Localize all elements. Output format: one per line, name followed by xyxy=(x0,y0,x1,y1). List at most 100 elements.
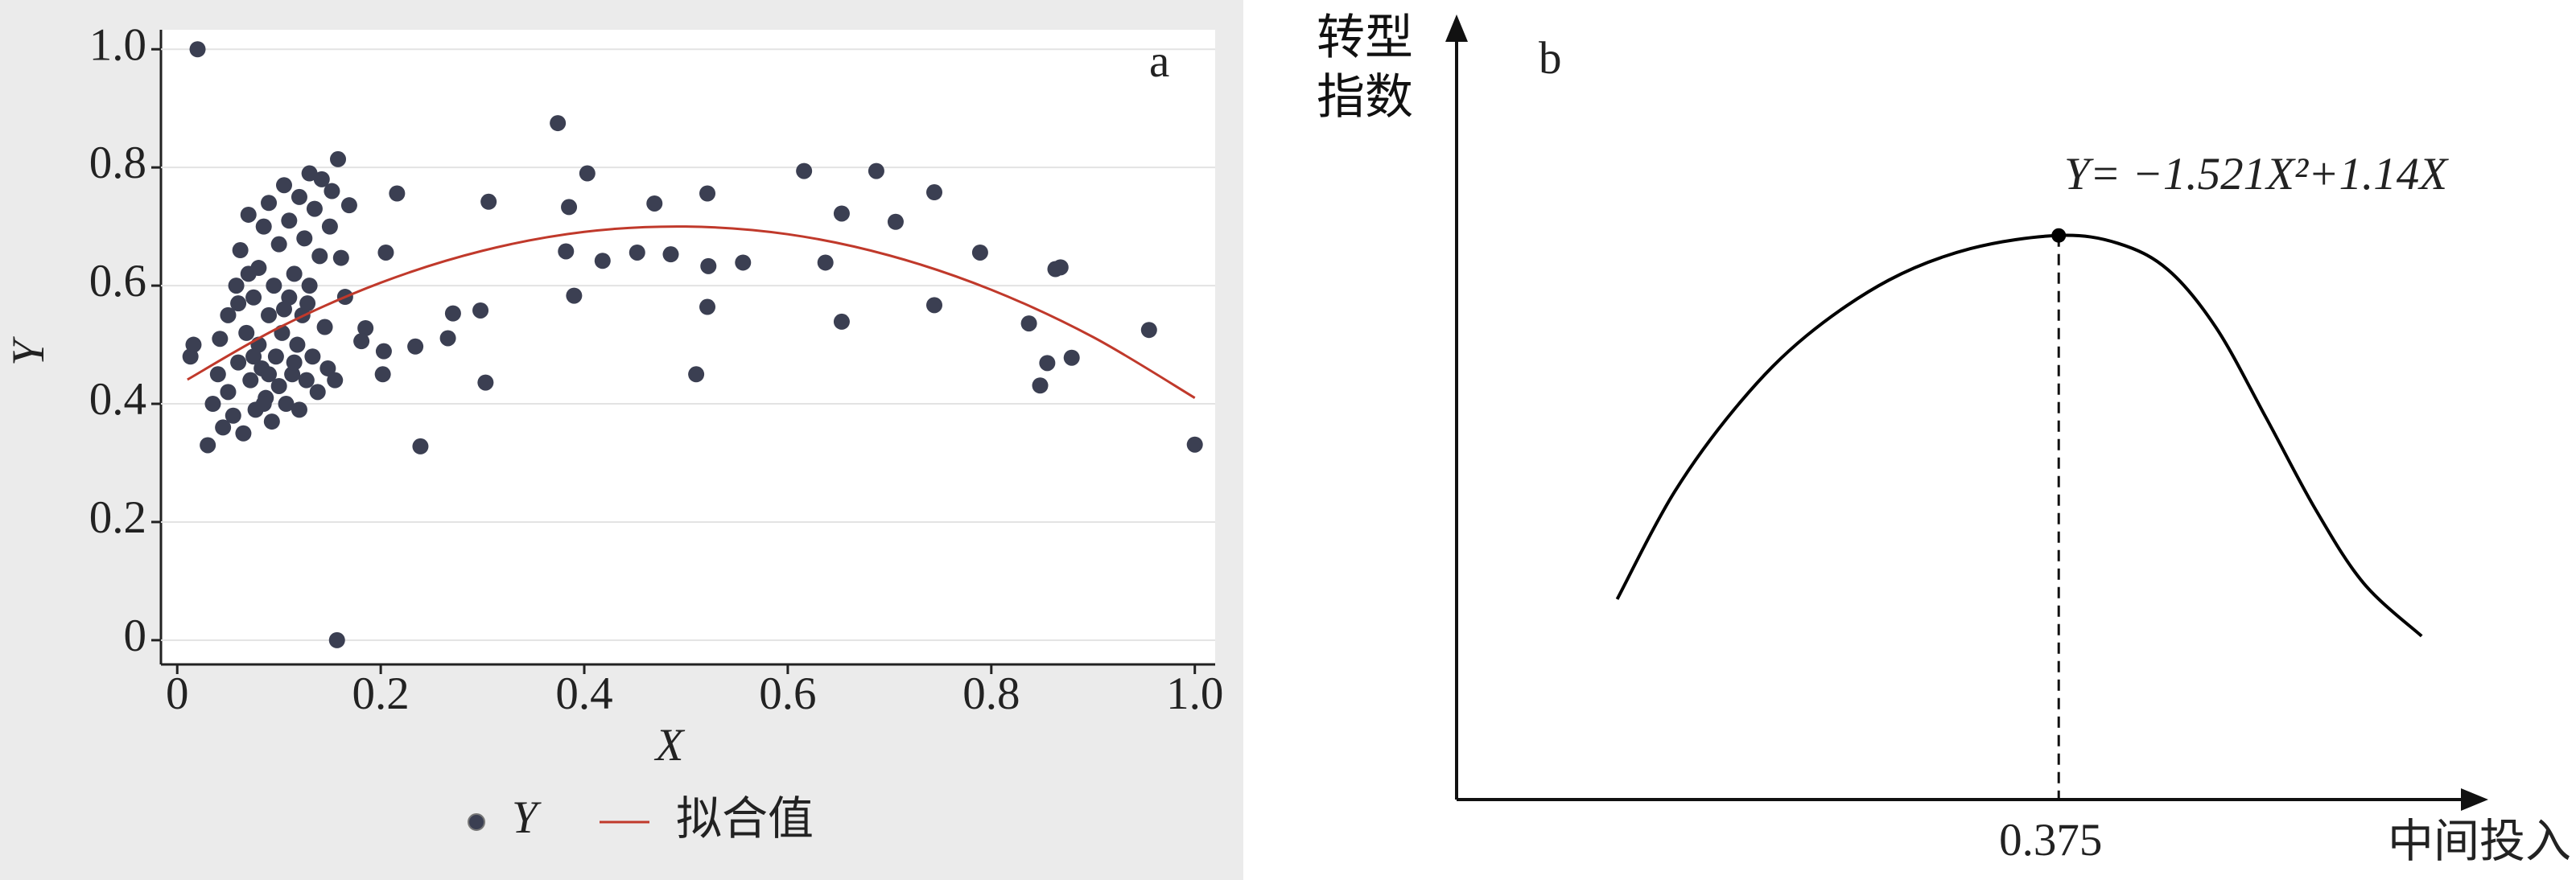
point xyxy=(284,366,301,383)
peak-point xyxy=(2051,228,2067,243)
point xyxy=(353,333,370,350)
point xyxy=(1020,315,1037,332)
panel-label: a xyxy=(1149,36,1169,87)
point xyxy=(646,195,663,212)
point xyxy=(558,243,575,260)
point xyxy=(286,354,303,371)
point xyxy=(304,348,321,365)
point xyxy=(1052,259,1069,276)
point xyxy=(255,396,272,413)
point xyxy=(235,425,252,442)
point xyxy=(629,244,645,261)
y-tick-label: 0.8 xyxy=(89,138,146,188)
point xyxy=(240,265,257,282)
point xyxy=(185,336,202,353)
legend-label: 拟合值 xyxy=(676,792,814,845)
point xyxy=(444,305,461,322)
point xyxy=(817,254,834,271)
point xyxy=(327,372,344,389)
point xyxy=(688,366,705,383)
x-tick-label: 0.6 xyxy=(759,668,816,719)
point xyxy=(1186,436,1203,453)
point xyxy=(868,162,884,179)
point xyxy=(375,343,392,360)
point xyxy=(212,331,229,347)
point xyxy=(298,372,315,389)
point xyxy=(266,278,282,294)
point xyxy=(477,374,494,391)
point xyxy=(579,165,596,182)
point xyxy=(1140,322,1157,339)
point xyxy=(209,366,226,383)
point xyxy=(230,354,247,371)
point xyxy=(796,162,813,179)
x-tick-label: 0.2 xyxy=(352,668,410,719)
point xyxy=(1032,377,1049,394)
curve xyxy=(1615,233,2423,638)
point xyxy=(296,230,313,247)
point xyxy=(566,287,583,304)
point xyxy=(321,218,338,235)
point xyxy=(240,206,257,223)
point xyxy=(291,401,307,418)
point xyxy=(357,319,374,336)
point xyxy=(261,306,278,323)
x-tick-label: 0.4 xyxy=(555,668,612,719)
point xyxy=(389,185,406,202)
point xyxy=(480,193,497,210)
y-tick-label: 0.4 xyxy=(89,374,146,425)
point xyxy=(550,115,567,132)
point xyxy=(215,419,232,436)
point xyxy=(276,301,293,318)
point xyxy=(306,200,323,217)
point xyxy=(313,171,330,187)
point xyxy=(204,396,221,413)
point xyxy=(255,218,272,235)
point xyxy=(699,185,716,202)
y-tick-label: 1.0 xyxy=(89,19,146,70)
point xyxy=(472,302,489,319)
point xyxy=(833,205,850,222)
point xyxy=(319,360,336,376)
point xyxy=(238,324,255,341)
point xyxy=(261,366,278,383)
point xyxy=(301,278,318,294)
y-axis-arrow xyxy=(1445,14,1468,42)
point xyxy=(833,313,850,330)
x-axis-label: X xyxy=(654,720,686,771)
point xyxy=(926,297,943,314)
plot-area xyxy=(161,30,1215,664)
point xyxy=(971,244,988,261)
point xyxy=(232,242,249,259)
point xyxy=(261,195,278,212)
point xyxy=(439,330,456,347)
point xyxy=(220,306,237,323)
x-tick-label: 1.0 xyxy=(1166,668,1223,719)
point xyxy=(189,41,206,58)
point xyxy=(561,199,578,216)
y-tick-label: 0.2 xyxy=(89,492,146,543)
y-axis-label: 转型指数 xyxy=(1317,10,1413,125)
point xyxy=(340,197,357,214)
point xyxy=(332,249,349,266)
point xyxy=(374,366,391,383)
panel-label: b xyxy=(1539,33,1562,84)
point xyxy=(267,348,284,365)
point xyxy=(278,396,295,413)
point xyxy=(926,184,943,201)
point xyxy=(662,246,679,263)
point xyxy=(1063,349,1080,366)
point xyxy=(263,413,280,430)
point xyxy=(324,183,340,199)
point xyxy=(412,438,429,454)
point xyxy=(377,244,394,261)
point xyxy=(594,253,611,269)
point xyxy=(270,377,287,394)
point xyxy=(286,265,303,282)
equation: Y= −1.521X²+1.14X xyxy=(2064,149,2449,199)
x-axis-arrow xyxy=(2461,788,2488,811)
point xyxy=(316,319,333,335)
point xyxy=(887,213,904,230)
